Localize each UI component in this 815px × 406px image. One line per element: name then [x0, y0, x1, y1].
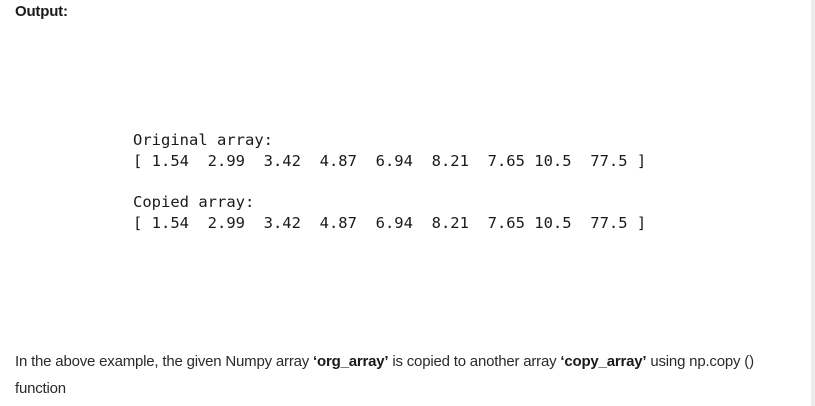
copied-array-values: [ 1.54 2.99 3.42 4.87 6.94 8.21 7.65 10.… [133, 213, 647, 232]
explanation-text-3: using np.copy () function [15, 353, 754, 397]
org-array-term: ‘org_array’ [313, 353, 389, 370]
output-spacer [133, 171, 646, 192]
copied-array-label: Copied array: [133, 193, 255, 211]
original-array-label: Original array: [133, 131, 273, 149]
original-array-values: [ 1.54 2.99 3.42 4.87 6.94 8.21 7.65 10.… [133, 151, 647, 170]
explanation-text-2: is copied to another array [388, 353, 561, 370]
output-heading: Output: [15, 3, 68, 20]
code-output-block: Original array: [ 1.54 2.99 3.42 4.87 6.… [133, 130, 646, 233]
explanation-text-1: In the above example, the given Numpy ar… [15, 353, 314, 370]
explanation-paragraph: In the above example, the given Numpy ar… [15, 348, 805, 402]
page-edge-rule [811, 0, 815, 406]
copy-array-term: ‘copy_array’ [560, 353, 647, 370]
